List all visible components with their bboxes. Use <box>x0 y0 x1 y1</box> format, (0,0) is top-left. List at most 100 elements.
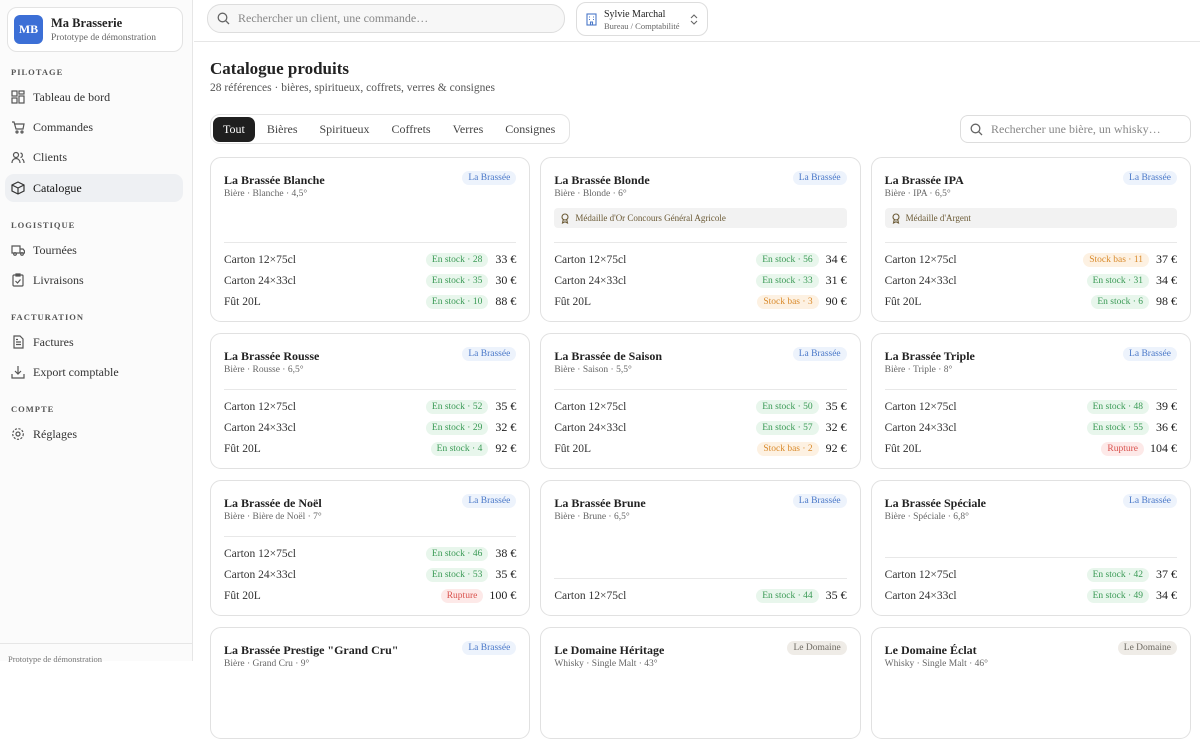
price: 32 € <box>825 420 847 434</box>
product-card[interactable]: La Brassée Spéciale La Brassée Bière · Spé… <box>870 480 1191 616</box>
product-card[interactable]: La Brassée Blonde La Brassée Bière · Blond… <box>540 157 861 322</box>
stock-pill: Stock bas · 3 <box>757 294 819 309</box>
format-list: Carton 12×75cl En stock · 46 38 € Carton 24… <box>224 536 517 606</box>
product-card[interactable]: La Brassée de Saison La Brassée Bière · Sa… <box>540 333 861 469</box>
price: 33 € <box>495 252 517 266</box>
medal-label: Médaille d'Or Concours Général Agricole <box>575 213 726 223</box>
format-row: Fût 20L En stock · 6 98 € <box>885 291 1177 312</box>
nav-label: Tableau de bord <box>33 89 111 104</box>
tab-active[interactable]: Tout <box>213 116 255 142</box>
product-card[interactable]: Le Domaine Éclat Le Domaine Whisky · Singl… <box>870 627 1191 739</box>
format-name: Fût 20L <box>554 442 592 455</box>
brand-badge: La Brassée <box>1123 347 1177 361</box>
nav-item[interactable]: Commandes <box>5 113 183 141</box>
format-name: Carton 12×75cl <box>224 400 296 413</box>
format-name: Carton 12×75cl <box>884 253 957 266</box>
global-search[interactable]: Rechercher un client, une commande… <box>207 4 565 33</box>
brand-badge: Le Domaine <box>787 641 847 655</box>
price: 30 € <box>495 273 517 287</box>
search-placeholder: Rechercher une bière, un whisky… <box>991 121 1161 136</box>
section-title: COMPTE <box>11 404 55 414</box>
tab[interactable]: Verres <box>452 121 484 136</box>
format-row: Carton 12×75cl Stock bas · 11 37 € <box>885 249 1177 270</box>
format-row: Carton 24×33cl En stock · 35 30 € <box>224 270 516 291</box>
tab[interactable]: Coffrets <box>391 121 431 136</box>
tab[interactable]: Consignes <box>505 121 556 136</box>
price: 100 € <box>489 588 517 602</box>
sidebar: MB Ma Brasserie Prototype de démonstrati… <box>0 0 193 664</box>
stock-pill: En stock · 55 <box>1086 420 1149 435</box>
price: 35 € <box>495 567 517 581</box>
format-row: Fût 20L Rupture 100 € <box>224 585 516 606</box>
nav-label: Commandes <box>33 119 93 134</box>
stock-pill: Rupture <box>1101 441 1144 456</box>
user-switcher[interactable]: Sylvie Marchal Bureau / Comptabilité <box>576 2 708 36</box>
nav-item[interactable]: Tableau de bord <box>5 83 183 111</box>
price: 104 € <box>1150 441 1177 455</box>
format-row: Fût 20L En stock · 4 92 € <box>224 438 516 459</box>
format-row: Carton 12×75cl En stock · 56 34 € <box>554 249 847 270</box>
format-name: Carton 12×75cl <box>884 568 957 581</box>
medal: Médaille d'Or Concours Général Agricole <box>554 208 847 228</box>
brand-badge: La Brassée <box>462 494 517 508</box>
product-card[interactable]: La Brassée Triple La Brassée Bière · Tripl… <box>870 333 1191 469</box>
product-meta: Bière · Triple · 8° <box>884 365 953 375</box>
format-name: Fût 20L <box>224 442 261 455</box>
nav-label: Tournées <box>33 242 77 257</box>
product-card[interactable]: La Brassée Rousse La Brassée Bière · Rouss… <box>210 333 531 469</box>
nav-item[interactable]: Factures <box>5 328 183 356</box>
brand-badge: Le Domaine <box>1117 641 1177 655</box>
format-row: Fût 20L Stock bas · 2 92 € <box>554 438 847 459</box>
spacer <box>224 199 516 228</box>
nav-item-active[interactable]: Catalogue <box>5 174 183 202</box>
stock-pill: En stock · 52 <box>425 399 489 414</box>
nav-item[interactable]: Export comptable <box>5 358 183 386</box>
format-name: Carton 24×33cl <box>224 568 296 581</box>
nav-item[interactable]: Clients <box>5 143 183 171</box>
product-card[interactable]: La Brassée IPA La Brassée Bière · IPA · 6,… <box>870 157 1191 322</box>
format-name: Carton 24×33cl <box>554 274 627 287</box>
stock-pill: En stock · 33 <box>756 273 819 288</box>
section-title: LOGISTIQUE <box>11 220 76 230</box>
category-tabs: Tout Bières Spiritueux Coffrets Verres Consig… <box>210 114 571 144</box>
product-card[interactable]: La Brassée de Noël La Brassée Bière · Bièr… <box>210 480 531 616</box>
stock-pill: En stock · 29 <box>425 420 489 435</box>
catalog-search[interactable]: Rechercher une bière, un whisky… <box>960 115 1191 143</box>
format-name: Fût 20L <box>224 295 261 308</box>
product-card[interactable]: La Brassée Blanche La Brassée Bière · Blan… <box>210 157 531 322</box>
tab[interactable]: Spiritueux <box>319 121 370 136</box>
product-card[interactable]: La Brassée Prestige "Grand Cru" La Brassé… <box>210 627 531 739</box>
product-name: La Brassée Brune <box>554 496 646 510</box>
price: 36 € <box>1156 420 1177 434</box>
format-name: Carton 24×33cl <box>224 274 296 287</box>
format-list: Carton 12×75cl En stock · 44 35 € <box>554 578 847 606</box>
card-header: La Brassée IPA La Brassée <box>885 171 1177 188</box>
price: 37 € <box>1156 567 1177 581</box>
product-card[interactable]: Le Domaine Héritage Le Domaine Whisky · Si… <box>540 627 861 739</box>
format-list: Carton 12×75cl En stock · 28 33 € Carton 24… <box>224 242 517 312</box>
format-list: Carton 12×75cl En stock · 42 37 € Carton 24… <box>884 557 1177 606</box>
brand-badge: La Brassée <box>462 641 517 655</box>
price: 32 € <box>495 420 517 434</box>
price: 34 € <box>1156 273 1177 287</box>
product-name: La Brassée Blanche <box>224 173 325 187</box>
medal-label: Médaille d'Argent <box>905 213 971 223</box>
nav-item[interactable]: Réglages <box>5 420 183 448</box>
product-card[interactable]: La Brassée Brune La Brassée Bière · Brune … <box>540 480 861 616</box>
format-row: Carton 24×33cl En stock · 29 32 € <box>224 417 516 438</box>
format-row: Carton 12×75cl En stock · 52 35 € <box>224 396 516 417</box>
brand[interactable]: MB Ma Brasserie Prototype de démonstrati… <box>7 7 183 52</box>
stock-pill: Rupture <box>440 588 484 603</box>
tab[interactable]: Bières <box>266 121 298 136</box>
stock-pill: En stock · 6 <box>1091 294 1149 309</box>
product-name: La Brassée Triple <box>884 349 975 363</box>
format-row: Carton 24×33cl En stock · 31 34 € <box>885 270 1177 291</box>
nav-item[interactable]: Livraisons <box>5 266 183 294</box>
price: 92 € <box>495 441 517 455</box>
product-meta: Bière · Rousse · 6,5° <box>224 365 304 375</box>
nav-item[interactable]: Tournées <box>5 236 183 264</box>
card-header: La Brassée Rousse La Brassée <box>224 347 517 364</box>
format-name: Fût 20L <box>884 442 922 455</box>
format-row: Carton 12×75cl En stock · 28 33 € <box>224 249 516 270</box>
